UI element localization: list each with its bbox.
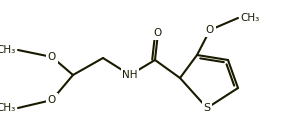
Text: CH₃: CH₃ bbox=[0, 103, 16, 113]
Text: O: O bbox=[206, 25, 214, 35]
Text: CH₃: CH₃ bbox=[240, 13, 259, 23]
Text: NH: NH bbox=[122, 70, 138, 80]
Text: O: O bbox=[154, 28, 162, 38]
Text: O: O bbox=[48, 52, 56, 62]
Text: O: O bbox=[48, 95, 56, 105]
Text: CH₃: CH₃ bbox=[0, 45, 16, 55]
Text: S: S bbox=[204, 103, 211, 113]
